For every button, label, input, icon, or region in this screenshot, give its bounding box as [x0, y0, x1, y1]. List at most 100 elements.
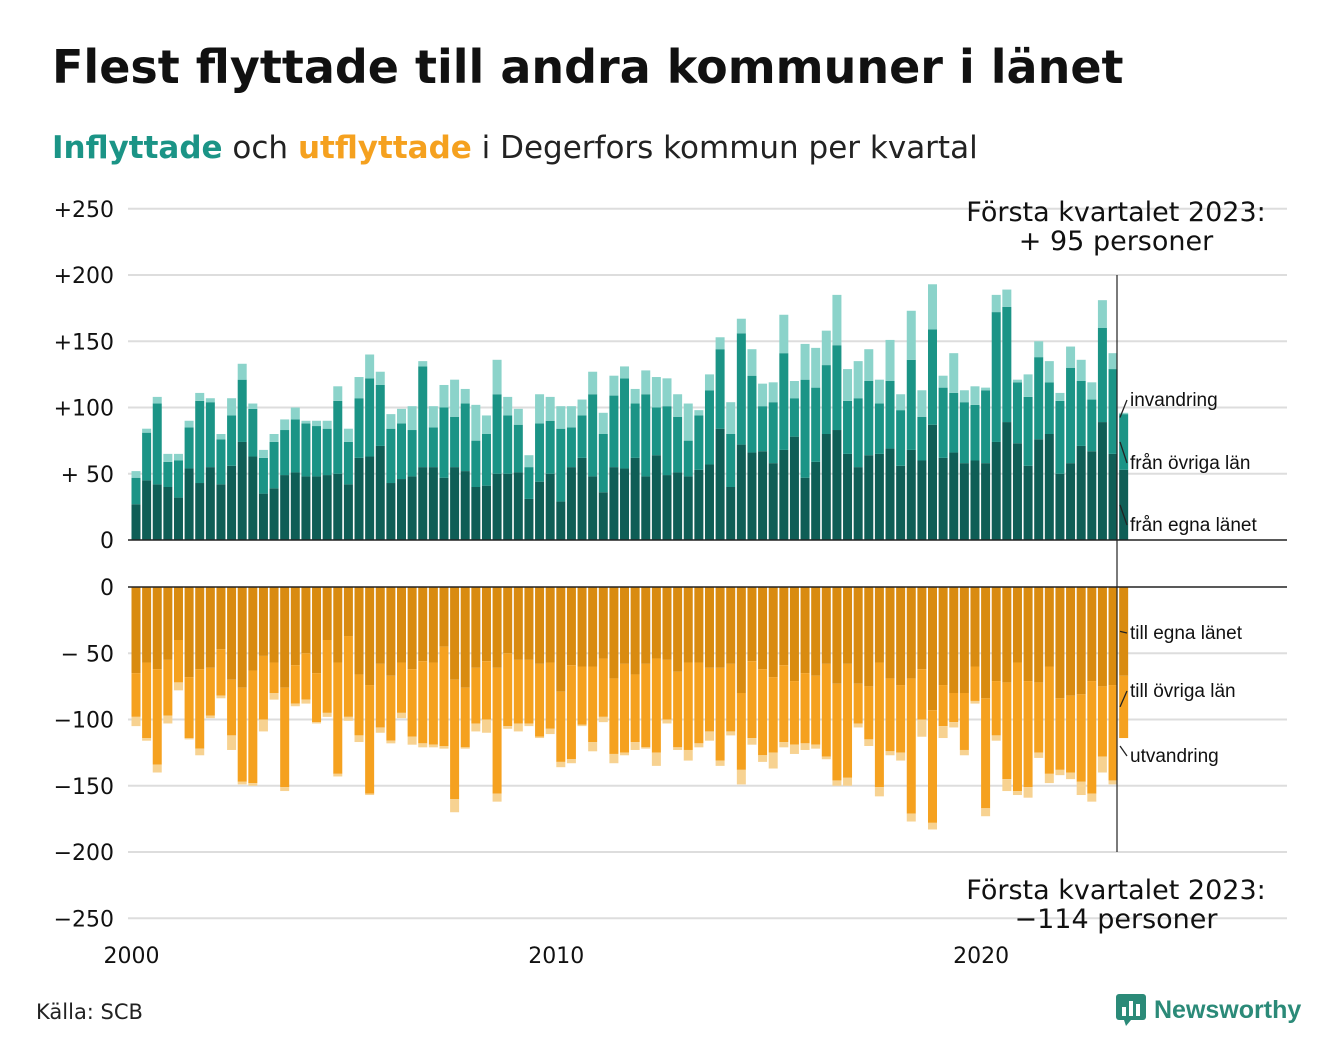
bar-out-1 — [928, 710, 937, 823]
bar-out-2 — [333, 773, 343, 777]
bar-out-0 — [333, 587, 343, 663]
bar-out-1 — [917, 669, 927, 720]
bar-in-0 — [503, 473, 513, 540]
bar-in-1 — [662, 406, 672, 476]
bar-in-1 — [959, 402, 969, 464]
bar-out-2 — [418, 743, 428, 748]
bar-in-2 — [651, 377, 661, 408]
bar-in-2 — [704, 374, 714, 391]
bar-out-0 — [1076, 587, 1086, 695]
label-till-egna-lanet-leader — [1119, 630, 1128, 634]
bar-out-0 — [407, 587, 417, 670]
bar-in-2 — [269, 434, 279, 442]
bar-out-2 — [556, 761, 566, 768]
bar-out-2 — [142, 738, 152, 741]
newsworthy-logo-icon — [1116, 994, 1146, 1026]
bar-out-0 — [598, 587, 608, 659]
bar-out-0 — [163, 587, 173, 660]
bar-out-0 — [365, 587, 375, 686]
bar-out-2 — [535, 736, 545, 739]
bar-out-1 — [768, 677, 778, 753]
bar-out-2 — [1012, 791, 1022, 796]
bar-out-0 — [248, 587, 258, 671]
bar-in-2 — [843, 369, 853, 401]
bar-in-1 — [131, 477, 141, 505]
bar-in-0 — [651, 455, 661, 540]
bar-in-1 — [949, 392, 959, 453]
bar-out-0 — [577, 587, 587, 667]
bar-in-2 — [365, 354, 375, 379]
bar-out-1 — [290, 665, 300, 704]
bar-in-2 — [439, 384, 449, 408]
bar-out-2 — [450, 799, 460, 813]
bar-out-2 — [524, 723, 534, 727]
bar-in-2 — [991, 294, 1001, 313]
bar-in-2 — [354, 377, 364, 399]
bar-out-1 — [1087, 681, 1097, 794]
bar-out-0 — [290, 587, 300, 666]
bar-in-0 — [715, 428, 725, 540]
bar-out-0 — [821, 587, 831, 664]
bar-out-1 — [598, 658, 608, 717]
bar-out-1 — [556, 691, 566, 762]
bar-out-0 — [609, 587, 619, 679]
bar-in-0 — [428, 467, 438, 540]
bar-out-2 — [492, 793, 502, 802]
bar-in-2 — [173, 453, 183, 461]
bar-out-0 — [768, 587, 778, 678]
bar-out-0 — [386, 587, 396, 676]
y-tick-label: +100 — [54, 397, 114, 422]
bar-out-0 — [747, 587, 757, 662]
bar-in-2 — [535, 394, 545, 424]
x-tick-label: 2020 — [953, 944, 1009, 969]
bar-out-0 — [503, 587, 513, 654]
bar-in-2 — [949, 353, 959, 393]
bar-in-1 — [216, 439, 226, 485]
bar-out-1 — [524, 659, 534, 724]
bar-out-1 — [864, 686, 874, 740]
bar-out-0 — [227, 587, 237, 680]
bar-out-2 — [970, 700, 980, 704]
label-till-ovriga-lan-leader — [1119, 690, 1128, 708]
bar-in-0 — [1087, 451, 1097, 540]
bar-out-1 — [152, 669, 162, 765]
bar-in-1 — [885, 381, 895, 449]
bar-out-0 — [481, 587, 491, 662]
bar-in-0 — [588, 476, 598, 540]
label-till-egna-lanet: till egna länet — [1130, 623, 1243, 644]
bar-in-0 — [853, 467, 863, 540]
bar-out-2 — [704, 731, 714, 741]
bar-in-2 — [237, 363, 247, 380]
bar-out-2 — [1076, 781, 1086, 796]
bar-in-0 — [375, 445, 385, 540]
bar-in-1 — [333, 400, 343, 474]
bar-in-1 — [354, 398, 364, 458]
bar-in-2 — [928, 284, 937, 330]
bar-out-0 — [343, 587, 353, 637]
bar-in-1 — [1066, 367, 1076, 464]
bar-in-1 — [811, 387, 821, 462]
bar-in-2 — [789, 381, 799, 399]
bar-out-0 — [651, 587, 661, 659]
bar-in-0 — [832, 430, 842, 540]
bar-out-1 — [843, 663, 853, 778]
bar-out-1 — [1002, 682, 1012, 780]
annotation-bottom-line1: Första kvartalet 2023: — [966, 875, 1265, 906]
bar-in-2 — [630, 388, 640, 404]
bar-out-2 — [195, 748, 205, 756]
bar-out-1 — [386, 675, 396, 741]
bar-in-1 — [598, 434, 608, 493]
bar-in-0 — [535, 481, 545, 540]
bar-out-2 — [1055, 769, 1065, 776]
bar-out-2 — [715, 760, 725, 766]
bar-out-0 — [1034, 587, 1044, 683]
bar-out-2 — [131, 716, 141, 727]
bar-in-1 — [747, 375, 757, 453]
bar-out-1 — [651, 658, 661, 753]
bar-in-1 — [970, 404, 980, 461]
bar-out-1 — [280, 687, 290, 788]
bar-out-2 — [205, 715, 215, 719]
bar-in-0 — [173, 497, 183, 540]
bar-in-2 — [163, 453, 173, 462]
bar-in-2 — [513, 408, 523, 425]
